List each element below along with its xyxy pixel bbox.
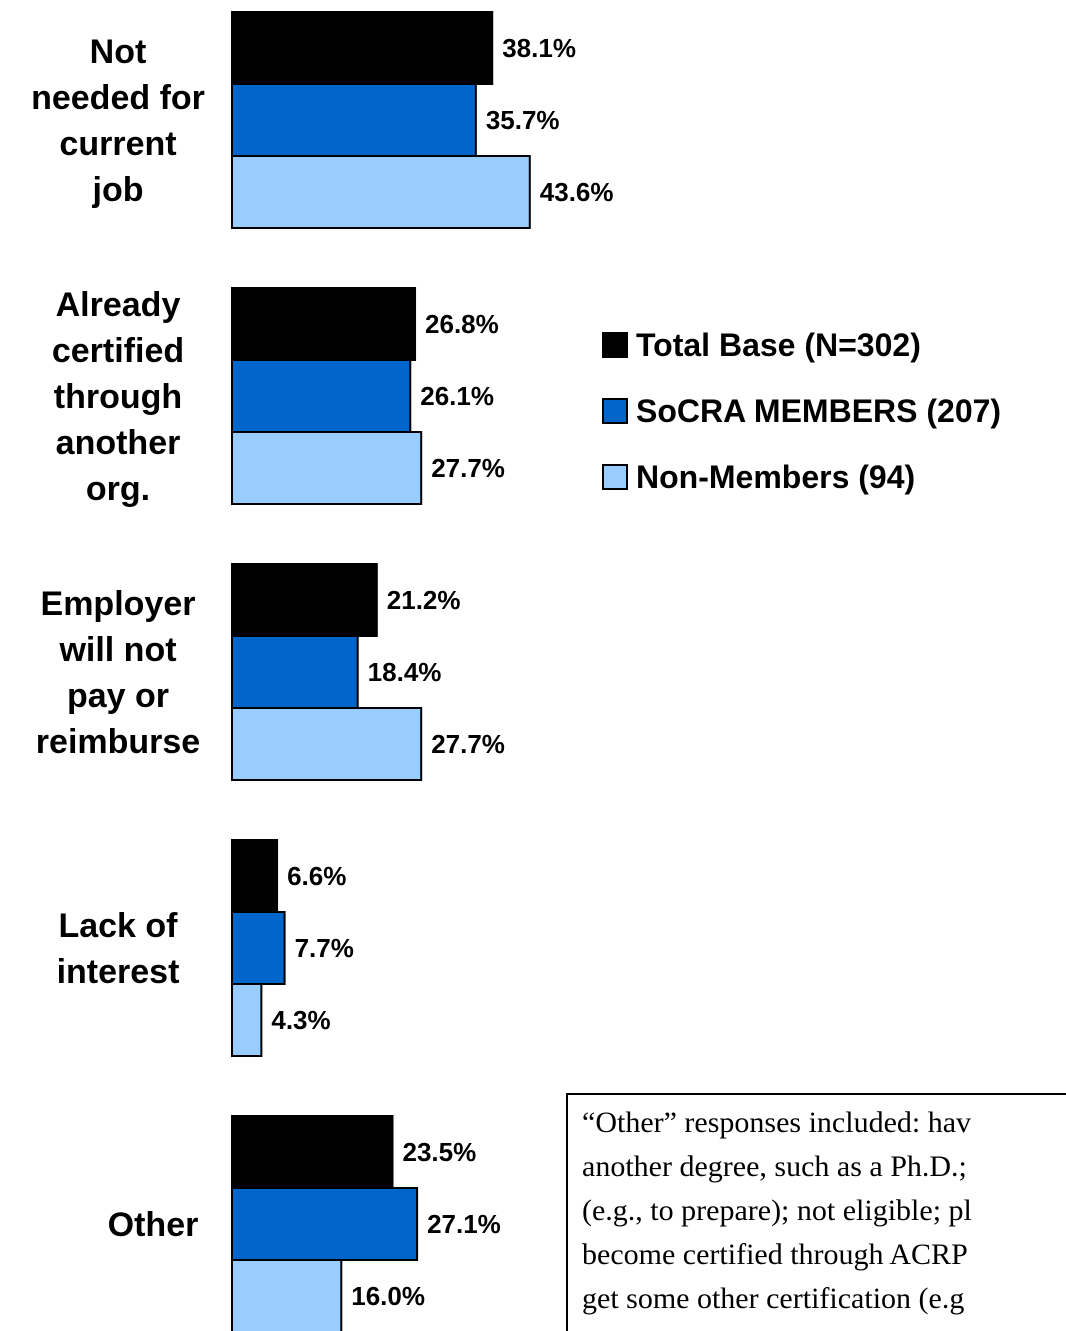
- legend-label-non-members: Non-Members (94): [636, 458, 916, 495]
- data-label: 35.7%: [486, 105, 560, 135]
- bar-non-members-94: [231, 431, 423, 505]
- legend-swatch-non-members: [602, 464, 628, 490]
- bar-total-base-n-302: [231, 11, 494, 85]
- bar-total-base-n-302: [231, 287, 417, 361]
- data-label: 16.0%: [351, 1281, 425, 1311]
- data-label: 26.1%: [420, 381, 494, 411]
- data-label: 18.4%: [368, 657, 442, 687]
- legend-item-non-members: Non-Members (94): [602, 444, 1001, 510]
- data-label: 7.7%: [295, 933, 354, 963]
- legend-item-socra-members: SoCRA MEMBERS (207): [602, 378, 1001, 444]
- category-label: Not needed for current job: [31, 33, 205, 209]
- bar-non-members-94: [231, 707, 423, 781]
- bar-socra-members-207: [231, 1187, 419, 1261]
- bar-socra-members-207: [231, 635, 359, 709]
- bar-socra-members-207: [231, 911, 286, 985]
- bar-non-members-94: [231, 1259, 343, 1331]
- bar-non-members-94: [231, 983, 263, 1057]
- data-label: 43.6%: [540, 177, 614, 207]
- category-label: Other: [108, 1206, 199, 1244]
- data-label: 27.7%: [431, 729, 505, 759]
- legend-label-total-base: Total Base (N=302): [636, 326, 921, 363]
- data-label: 4.3%: [271, 1005, 330, 1035]
- data-label: 38.1%: [502, 33, 576, 63]
- bar-socra-members-207: [231, 359, 412, 433]
- bar-socra-members-207: [231, 83, 477, 157]
- data-label: 27.1%: [427, 1209, 501, 1239]
- legend-label-socra-members: SoCRA MEMBERS (207): [636, 392, 1002, 429]
- category-label: Lack of interest: [57, 907, 180, 991]
- data-label: 27.7%: [431, 453, 505, 483]
- category-label: Already certified through another org.: [52, 286, 184, 508]
- data-label: 26.8%: [425, 309, 499, 339]
- legend-item-total-base: Total Base (N=302): [602, 312, 1001, 378]
- category-label: Employer will not pay or reimburse: [36, 585, 200, 761]
- data-label: 21.2%: [387, 585, 461, 615]
- data-label: 6.6%: [287, 861, 346, 891]
- bar-total-base-n-302: [231, 839, 279, 913]
- legend-swatch-socra-members: [602, 398, 628, 424]
- legend-swatch-total-base: [602, 332, 628, 358]
- bar-total-base-n-302: [231, 563, 378, 637]
- bar-non-members-94: [231, 155, 531, 229]
- data-label: 23.5%: [403, 1137, 477, 1167]
- legend: Total Base (N=302) SoCRA MEMBERS (207) N…: [602, 312, 1001, 510]
- bar-total-base-n-302: [231, 1115, 394, 1189]
